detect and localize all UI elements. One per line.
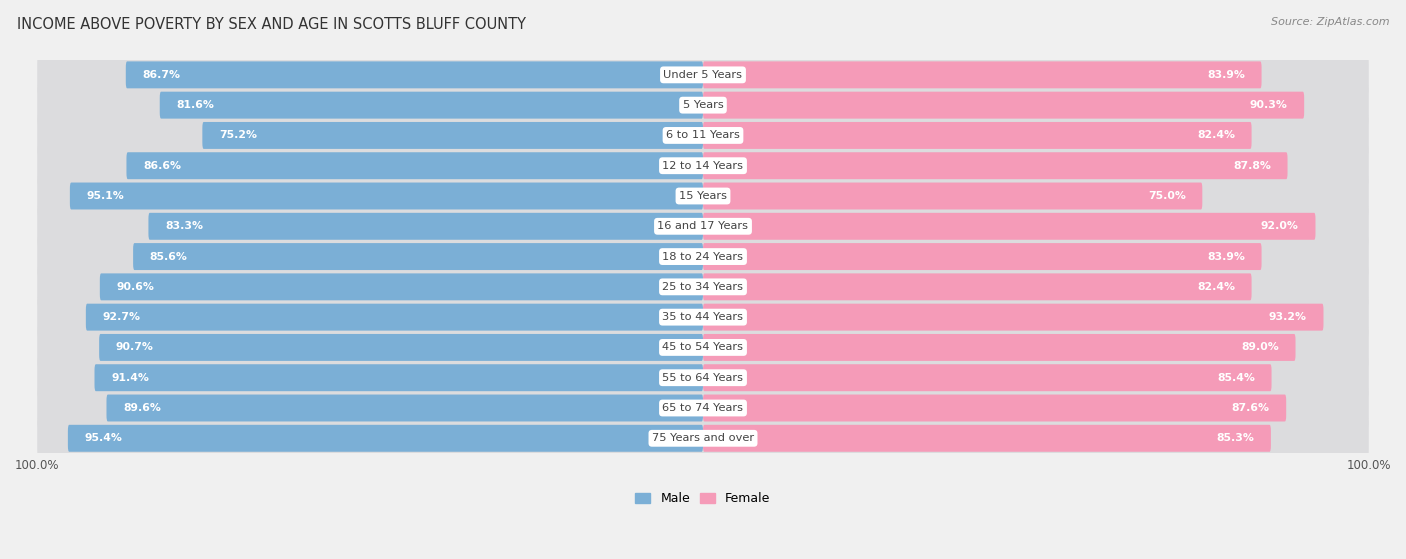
FancyBboxPatch shape	[37, 113, 1369, 157]
Text: 87.8%: 87.8%	[1233, 161, 1271, 170]
FancyBboxPatch shape	[703, 61, 1261, 88]
Text: 90.6%: 90.6%	[117, 282, 155, 292]
Text: 86.7%: 86.7%	[142, 70, 180, 80]
FancyBboxPatch shape	[86, 304, 703, 330]
FancyBboxPatch shape	[37, 326, 1369, 369]
Text: 86.6%: 86.6%	[143, 161, 181, 170]
FancyBboxPatch shape	[37, 416, 1369, 460]
Text: 92.0%: 92.0%	[1261, 221, 1299, 231]
FancyBboxPatch shape	[67, 425, 703, 452]
Text: 16 and 17 Years: 16 and 17 Years	[658, 221, 748, 231]
Text: 12 to 14 Years: 12 to 14 Years	[662, 161, 744, 170]
Text: 75.0%: 75.0%	[1147, 191, 1185, 201]
Text: 95.4%: 95.4%	[84, 433, 122, 443]
Text: 87.6%: 87.6%	[1232, 403, 1270, 413]
FancyBboxPatch shape	[37, 144, 1369, 187]
FancyBboxPatch shape	[37, 83, 1369, 127]
Text: 81.6%: 81.6%	[176, 100, 214, 110]
FancyBboxPatch shape	[703, 183, 1202, 210]
FancyBboxPatch shape	[703, 152, 1288, 179]
Text: 18 to 24 Years: 18 to 24 Years	[662, 252, 744, 262]
Text: Source: ZipAtlas.com: Source: ZipAtlas.com	[1271, 17, 1389, 27]
Text: 65 to 74 Years: 65 to 74 Years	[662, 403, 744, 413]
FancyBboxPatch shape	[149, 213, 703, 240]
Text: 82.4%: 82.4%	[1197, 130, 1234, 140]
FancyBboxPatch shape	[94, 364, 703, 391]
Text: 82.4%: 82.4%	[1197, 282, 1234, 292]
Text: 89.6%: 89.6%	[124, 403, 162, 413]
Text: 93.2%: 93.2%	[1268, 312, 1306, 322]
Text: 95.1%: 95.1%	[87, 191, 124, 201]
FancyBboxPatch shape	[703, 273, 1251, 300]
FancyBboxPatch shape	[703, 395, 1286, 421]
FancyBboxPatch shape	[37, 53, 1369, 97]
Text: 91.4%: 91.4%	[111, 373, 149, 383]
Text: 83.3%: 83.3%	[165, 221, 202, 231]
FancyBboxPatch shape	[703, 334, 1295, 361]
Text: 85.3%: 85.3%	[1216, 433, 1254, 443]
Text: 15 Years: 15 Years	[679, 191, 727, 201]
FancyBboxPatch shape	[125, 61, 703, 88]
FancyBboxPatch shape	[127, 152, 703, 179]
FancyBboxPatch shape	[37, 235, 1369, 278]
FancyBboxPatch shape	[703, 425, 1271, 452]
Text: 89.0%: 89.0%	[1241, 343, 1279, 352]
Text: 90.3%: 90.3%	[1250, 100, 1288, 110]
FancyBboxPatch shape	[37, 386, 1369, 430]
Text: 55 to 64 Years: 55 to 64 Years	[662, 373, 744, 383]
FancyBboxPatch shape	[100, 334, 703, 361]
FancyBboxPatch shape	[134, 243, 703, 270]
Text: 83.9%: 83.9%	[1206, 252, 1244, 262]
Text: 35 to 44 Years: 35 to 44 Years	[662, 312, 744, 322]
FancyBboxPatch shape	[703, 243, 1261, 270]
FancyBboxPatch shape	[703, 213, 1316, 240]
Text: INCOME ABOVE POVERTY BY SEX AND AGE IN SCOTTS BLUFF COUNTY: INCOME ABOVE POVERTY BY SEX AND AGE IN S…	[17, 17, 526, 32]
Text: 25 to 34 Years: 25 to 34 Years	[662, 282, 744, 292]
FancyBboxPatch shape	[37, 174, 1369, 218]
FancyBboxPatch shape	[703, 122, 1251, 149]
FancyBboxPatch shape	[160, 92, 703, 119]
FancyBboxPatch shape	[703, 304, 1323, 330]
Text: 45 to 54 Years: 45 to 54 Years	[662, 343, 744, 352]
Text: 92.7%: 92.7%	[103, 312, 141, 322]
FancyBboxPatch shape	[703, 92, 1305, 119]
FancyBboxPatch shape	[37, 265, 1369, 309]
FancyBboxPatch shape	[70, 183, 703, 210]
Text: 83.9%: 83.9%	[1206, 70, 1244, 80]
Legend: Male, Female: Male, Female	[630, 487, 776, 510]
Text: 85.4%: 85.4%	[1218, 373, 1256, 383]
Text: 5 Years: 5 Years	[683, 100, 723, 110]
Text: 75 Years and over: 75 Years and over	[652, 433, 754, 443]
FancyBboxPatch shape	[703, 364, 1271, 391]
Text: 90.7%: 90.7%	[115, 343, 153, 352]
Text: 6 to 11 Years: 6 to 11 Years	[666, 130, 740, 140]
FancyBboxPatch shape	[100, 273, 703, 300]
FancyBboxPatch shape	[202, 122, 703, 149]
FancyBboxPatch shape	[107, 395, 703, 421]
FancyBboxPatch shape	[37, 205, 1369, 248]
Text: 85.6%: 85.6%	[150, 252, 187, 262]
Text: 75.2%: 75.2%	[219, 130, 257, 140]
FancyBboxPatch shape	[37, 356, 1369, 400]
Text: Under 5 Years: Under 5 Years	[664, 70, 742, 80]
FancyBboxPatch shape	[37, 295, 1369, 339]
